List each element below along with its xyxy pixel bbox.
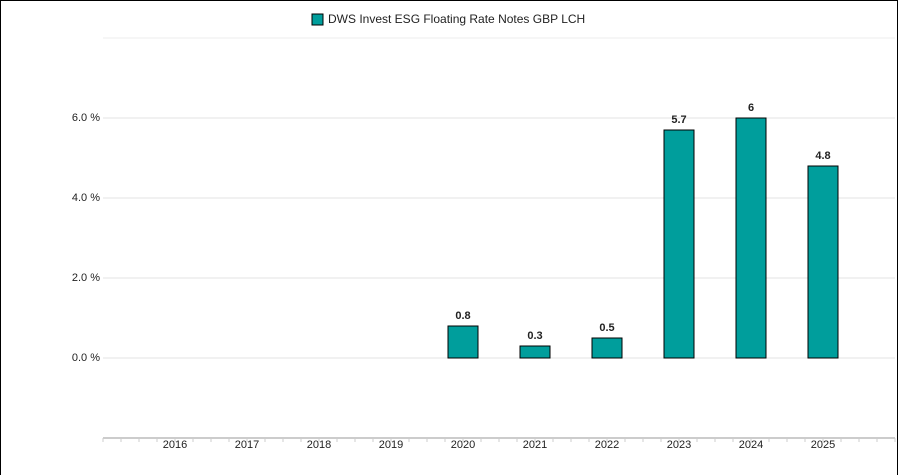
x-tick-label: 2019	[379, 439, 403, 451]
value-label: 0.5	[599, 322, 614, 334]
bar	[807, 165, 839, 359]
y-tick-label: 4.0 %	[72, 192, 100, 204]
legend-label: DWS Invest ESG Floating Rate Notes GBP L…	[328, 12, 585, 26]
bar	[663, 129, 695, 359]
x-tick-label: 2024	[739, 439, 763, 451]
x-tick-label: 2022	[595, 439, 619, 451]
value-label: 4.8	[815, 150, 830, 162]
x-tick-label: 2020	[451, 439, 475, 451]
bar	[519, 345, 551, 359]
y-tick-label: 2.0 %	[72, 272, 100, 284]
bar	[735, 117, 767, 359]
value-label: 5.7	[671, 114, 686, 126]
bar	[447, 325, 479, 359]
y-tick-label: 0.0 %	[72, 352, 100, 364]
value-label: 0.3	[527, 330, 542, 342]
x-tick-label: 2017	[235, 439, 259, 451]
legend-swatch	[311, 13, 324, 26]
value-label: 6	[748, 102, 754, 114]
x-tick-label: 2018	[307, 439, 331, 451]
x-tick-label: 2021	[523, 439, 547, 451]
value-label: 0.8	[455, 310, 470, 322]
y-tick-label: 6.0 %	[72, 112, 100, 124]
x-tick-label: 2016	[163, 439, 187, 451]
bar	[591, 337, 623, 359]
x-tick-label: 2025	[811, 439, 835, 451]
x-tick-label: 2023	[667, 439, 691, 451]
